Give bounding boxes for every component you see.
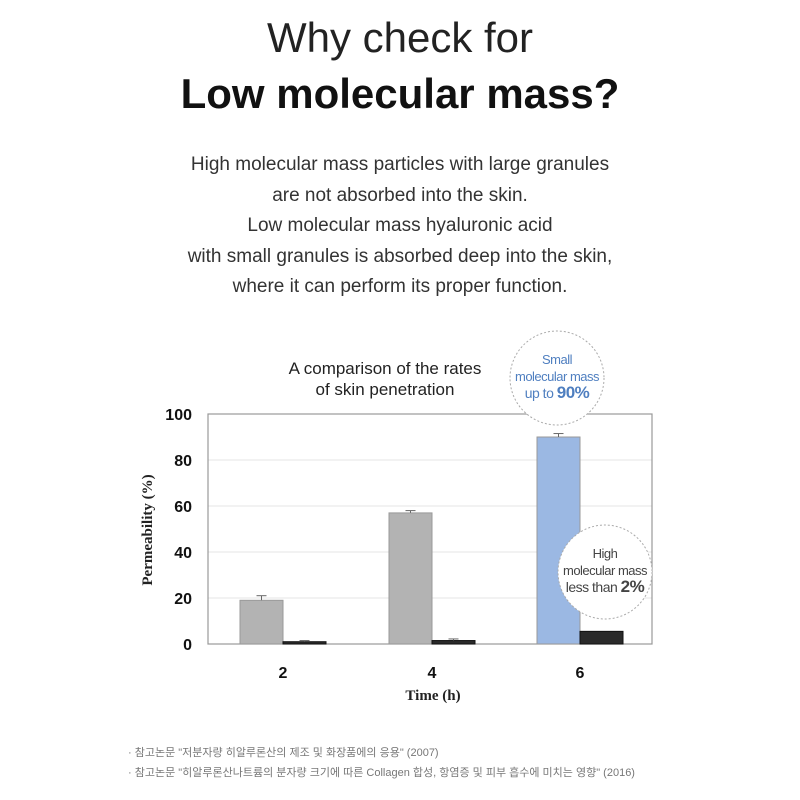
- x-tick-label: 6: [576, 665, 585, 682]
- y-tick-label: 60: [174, 499, 192, 516]
- description-line: Low molecular mass hyaluronic acid: [247, 215, 553, 236]
- bar: [431, 640, 476, 645]
- callout-text: less than 2%: [566, 577, 645, 596]
- callout-emphasis: 90%: [557, 383, 590, 402]
- y-tick-label: 20: [174, 591, 192, 608]
- footnote: · 참고논문 "히알루론산나트륨의 분자량 크기에 따른 Collagen 합성…: [128, 767, 635, 779]
- bar: [239, 599, 284, 645]
- x-axis-label: Time (h): [405, 688, 460, 704]
- callout-text: molecular mass: [515, 369, 600, 384]
- callout-emphasis: 2%: [621, 577, 645, 596]
- callout-circle: [509, 330, 605, 426]
- callout-text: High: [593, 546, 618, 561]
- x-tick-label: 4: [428, 665, 437, 682]
- description-line: are not absorbed into the skin.: [272, 184, 528, 206]
- heading-line-2: Low molecular mass?: [180, 70, 620, 117]
- description: High molecular mass particles with large…: [0, 150, 800, 303]
- callout-text: molecular mass: [563, 563, 648, 578]
- y-axis-label: Permeability (%): [140, 474, 156, 585]
- bar: [282, 641, 327, 645]
- callout-circle: [557, 524, 653, 620]
- y-tick-label: 40: [174, 545, 192, 562]
- y-tick-label: 100: [165, 407, 192, 424]
- chart-title-line: A comparison of the rates: [288, 359, 482, 378]
- description-line: with small granules is absorbed deep int…: [187, 245, 613, 267]
- bar: [579, 630, 624, 645]
- callout-text: Small: [542, 352, 573, 367]
- description-line: where it can perform its proper function…: [232, 276, 568, 297]
- footnotes: · 참고논문 "저분자량 히알루론산의 제조 및 화장품에의 응용" (2007…: [128, 743, 635, 783]
- footnote: · 참고논문 "저분자량 히알루론산의 제조 및 화장품에의 응용" (2007…: [128, 747, 439, 759]
- callout-text: up to 90%: [525, 383, 590, 402]
- chart-title-line: of skin penetration: [315, 380, 455, 399]
- description-line: High molecular mass particles with large…: [190, 154, 610, 175]
- y-tick-label: 80: [174, 453, 192, 470]
- y-tick-label: 0: [183, 637, 192, 654]
- x-tick-label: 2: [279, 665, 288, 682]
- chart-title: A comparison of the rates of skin penetr…: [260, 358, 510, 400]
- heading-line-1: Why check for: [266, 14, 534, 61]
- bar: [388, 512, 433, 645]
